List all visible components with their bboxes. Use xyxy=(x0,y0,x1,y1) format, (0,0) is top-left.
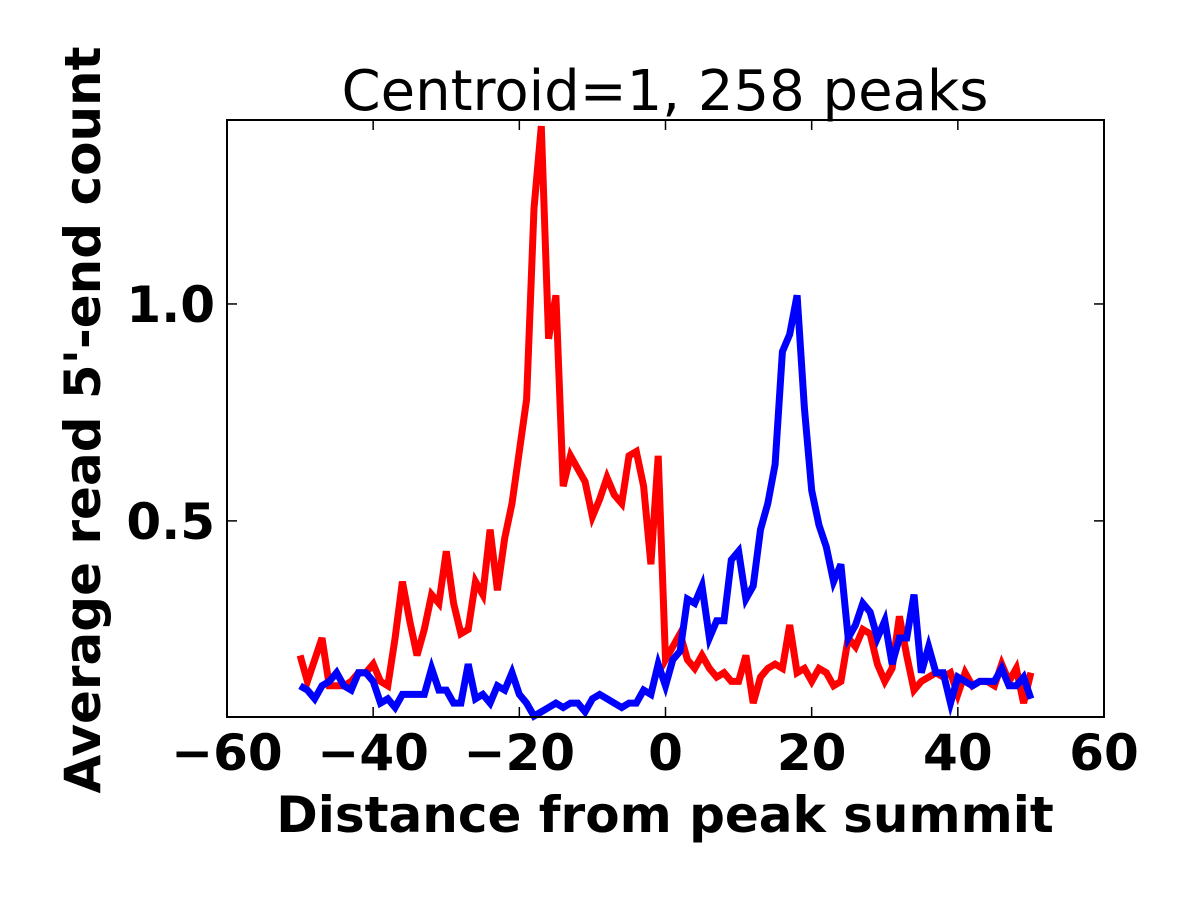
x-tick-label: 40 xyxy=(923,724,993,782)
x-axis-label: Distance from peak summit xyxy=(276,786,1054,844)
y-tick-label: 1.0 xyxy=(126,276,215,334)
x-tick-label: 20 xyxy=(777,724,847,782)
series-line-blue xyxy=(298,294,1035,721)
series-line-red xyxy=(296,125,1035,706)
series-layer xyxy=(296,125,1035,721)
tick-layer: −60 −40 −20 0 20 40 60 0.5 1.0 xyxy=(126,120,1139,782)
y-axis-label: Average read 5'-end count xyxy=(54,46,112,793)
x-tick-label: 0 xyxy=(648,724,683,782)
y-tick-label: 0.5 xyxy=(126,493,215,551)
chart-title: Centroid=1, 258 peaks xyxy=(342,59,989,124)
x-tick-label: −20 xyxy=(464,724,575,782)
x-tick-label: 60 xyxy=(1069,724,1139,782)
x-tick-label: −60 xyxy=(171,724,282,782)
x-tick-label: −40 xyxy=(317,724,428,782)
